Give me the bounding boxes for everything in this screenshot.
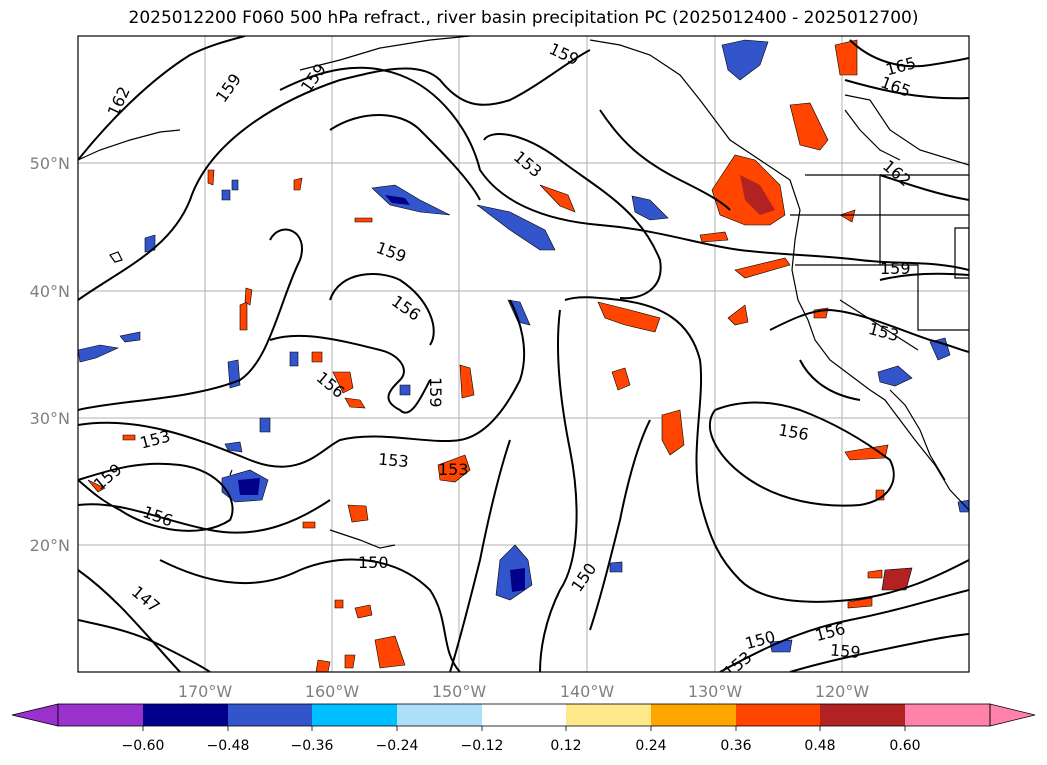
lon-label: 120°W [815,682,870,701]
colorbar: −0.60 −0.48 −0.36 −0.24 −0.12 0.12 0.24 … [11,703,1036,754]
colorbar-tick-label: 0.36 [720,738,751,754]
colorbar-segment [566,704,651,726]
lon-label: 140°W [560,682,615,701]
map-frame [77,35,970,673]
contour-label: 153 [377,450,409,472]
colorbar-segment [651,704,736,726]
contour-label: 159 [426,377,445,408]
colorbar-segment [143,704,228,726]
lon-label: 150°W [432,682,487,701]
lon-label: 160°W [305,682,360,701]
colorbar-tick-label: 0.24 [635,738,666,754]
contour-label: 153 [438,460,469,479]
colorbar-segment [820,704,905,726]
coastlines [78,36,969,549]
lon-label: 170°W [178,682,233,701]
lat-label: 20°N [30,536,70,555]
colorbar-segment [228,704,312,726]
colorbar-segment [312,704,397,726]
colorbar-extend-low [11,703,59,727]
colorbar-tick-label: −0.12 [461,738,504,754]
colorbar-segment [397,704,482,726]
lat-label: 30°N [30,409,70,428]
lat-label: 50°N [30,154,70,173]
colorbar-segment [905,704,990,726]
colorbar-tick-label: −0.60 [122,738,165,754]
colorbar-extend-high [989,703,1036,727]
colorbar-segment [58,704,143,726]
colorbar-frame [57,703,991,727]
colorbar-segment [736,704,820,726]
map-title: 2025012200 F060 500 hPa refract., river … [128,8,919,28]
colorbar-segment [482,704,566,726]
colorbar-ticks: −0.60 −0.48 −0.36 −0.24 −0.12 0.12 0.24 … [122,738,921,754]
colorbar-tick-label: −0.36 [291,738,334,754]
lon-label: 130°W [688,682,743,701]
longitude-labels: 170°W 160°W 150°W 140°W 130°W 120°W [178,682,870,701]
colorbar-tick-label: −0.48 [207,738,250,754]
precip-anomalies [78,39,969,672]
colorbar-tick-label: 0.60 [889,738,920,754]
contour-label: 159 [829,640,861,662]
latitude-labels: 50°N 40°N 30°N 20°N [30,154,70,555]
lat-label: 40°N [30,282,70,301]
colorbar-tick-label: 0.48 [804,738,835,754]
contour-lines [78,36,969,672]
contour-label: 150 [358,553,389,572]
colorbar-tick-label: 0.12 [550,738,581,754]
colorbar-tick-label: −0.24 [376,738,419,754]
contour-label: 159 [880,259,911,278]
